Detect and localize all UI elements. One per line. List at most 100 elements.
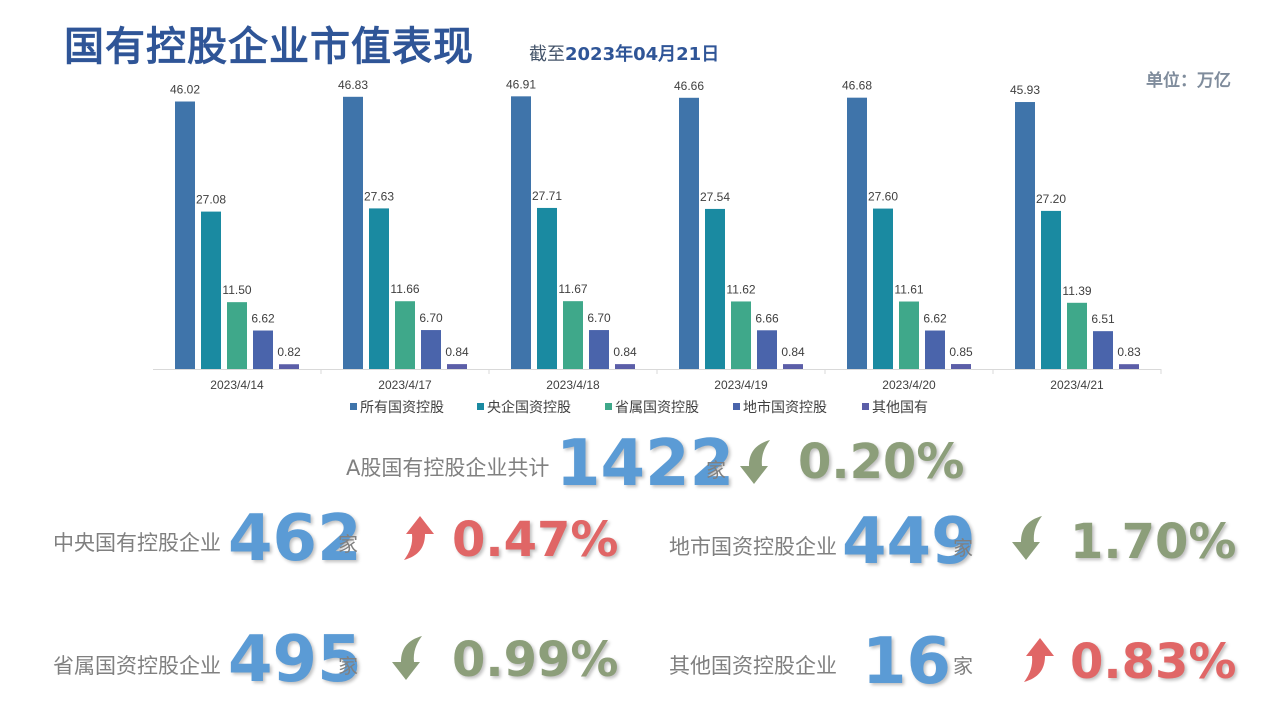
data-label: 46.83	[338, 78, 368, 92]
bar	[705, 208, 725, 369]
x-tick-label: 2023/4/18	[546, 378, 600, 392]
bar	[899, 301, 919, 369]
data-label: 11.39	[1062, 284, 1091, 298]
data-label: 27.20	[1036, 192, 1066, 206]
data-label: 46.91	[506, 77, 536, 91]
stat-other-count: 16	[862, 625, 952, 699]
stat-total-change: 0.20%	[798, 434, 965, 490]
data-label: 6.62	[251, 312, 275, 326]
bar	[175, 101, 195, 369]
data-label: 27.08	[196, 193, 226, 207]
data-label: 46.02	[170, 83, 200, 97]
bar	[1093, 331, 1113, 369]
stat-provincial-suffix: 家	[338, 654, 358, 678]
legend-swatch	[862, 403, 869, 410]
bar	[615, 364, 635, 369]
data-label: 46.68	[842, 79, 872, 93]
data-label: 45.93	[1010, 83, 1040, 97]
stat-municipal-suffix: 家	[953, 536, 973, 560]
bar	[447, 364, 467, 369]
bar	[343, 96, 363, 369]
stat-provincial-change: 0.99%	[452, 632, 619, 688]
stat-other-label: 其他国资控股企业	[669, 654, 837, 678]
legend-swatch	[350, 403, 357, 410]
unit-label: 单位：万亿	[1146, 71, 1231, 91]
data-label: 0.84	[613, 345, 637, 359]
bar	[589, 330, 609, 369]
legend-entry: 所有国资控股	[360, 400, 444, 416]
data-label: 11.62	[726, 282, 755, 296]
stat-other-suffix: 家	[953, 654, 973, 678]
stat-provincial-count: 495	[228, 623, 362, 697]
market-cap-bar-chart: 46.02 27.08 11.50 6.62 0.82 2023/4/14 46.83 27.…	[153, 77, 1162, 416]
data-label: 0.83	[1117, 345, 1141, 359]
bar	[925, 330, 945, 369]
data-label: 0.84	[445, 345, 469, 359]
data-label: 46.66	[674, 79, 704, 93]
stat-municipal-count: 449	[842, 505, 976, 579]
data-label: 11.50	[222, 283, 251, 297]
legend-entry: 其他国有	[872, 400, 928, 416]
bar	[1015, 102, 1035, 370]
page-title: 国有控股企业市值表现	[64, 24, 474, 70]
bar	[421, 330, 441, 369]
bar	[395, 301, 415, 369]
up-arrow-icon	[1024, 638, 1054, 682]
data-label: 11.61	[894, 283, 923, 297]
stat-central-suffix: 家	[338, 532, 358, 556]
data-label: 6.66	[755, 311, 779, 325]
legend-entry: 省属国资控股	[615, 400, 699, 416]
x-tick-label: 2023/4/20	[882, 378, 936, 392]
data-label: 6.70	[587, 311, 611, 325]
stat-total-suffix: 家	[706, 458, 726, 482]
data-label: 0.84	[781, 345, 805, 359]
stat-central-label: 中央国有控股企业	[53, 531, 221, 555]
stat-total-label: A股国有控股企业共计	[346, 456, 550, 480]
data-label: 11.67	[558, 282, 587, 296]
bar	[201, 211, 221, 369]
legend-swatch	[605, 403, 612, 410]
data-label: 11.66	[390, 282, 419, 296]
legend-entry: 央企国资控股	[487, 399, 571, 416]
bar	[253, 330, 273, 369]
data-label: 6.51	[1091, 312, 1115, 326]
stat-central-change: 0.47%	[452, 512, 619, 568]
data-label: 0.85	[949, 345, 973, 359]
bar	[783, 364, 803, 369]
date-subtitle: 截至2023年04月21日	[529, 40, 719, 66]
stat-municipal-change: 1.70%	[1070, 514, 1237, 570]
bar	[951, 364, 971, 369]
legend-swatch	[477, 403, 484, 410]
data-label: 27.63	[364, 189, 394, 203]
x-tick-label: 2023/4/21	[1050, 378, 1104, 392]
up-arrow-icon	[404, 516, 434, 560]
data-label: 27.60	[868, 190, 898, 204]
down-arrow-icon	[392, 636, 422, 680]
bar	[227, 302, 247, 369]
legend-swatch	[733, 403, 740, 410]
stat-total-count: 1422	[556, 427, 735, 501]
bar	[511, 96, 531, 369]
bar	[279, 364, 299, 369]
bar	[537, 207, 557, 369]
bar	[873, 208, 893, 369]
data-label: 0.82	[277, 345, 301, 359]
bar	[1067, 302, 1087, 369]
bar	[369, 208, 389, 369]
x-tick-label: 2023/4/14	[210, 378, 264, 392]
data-label: 6.70	[419, 311, 443, 325]
stat-other-change: 0.83%	[1070, 634, 1237, 690]
data-label: 27.71	[532, 189, 562, 203]
data-label: 6.62	[923, 312, 947, 326]
legend-entry: 地市国资控股	[743, 399, 827, 416]
stat-municipal-label: 地市国资控股企业	[669, 535, 837, 559]
date-value: 2023年04月21日	[565, 44, 720, 65]
bar	[1119, 364, 1139, 369]
stat-central-count: 462	[228, 502, 362, 576]
bar	[679, 97, 699, 369]
stat-provincial-label: 省属国资控股企业	[53, 654, 221, 678]
bar	[757, 330, 777, 369]
down-arrow-icon	[740, 440, 770, 484]
down-arrow-icon	[1012, 516, 1042, 560]
bar	[1041, 210, 1061, 369]
